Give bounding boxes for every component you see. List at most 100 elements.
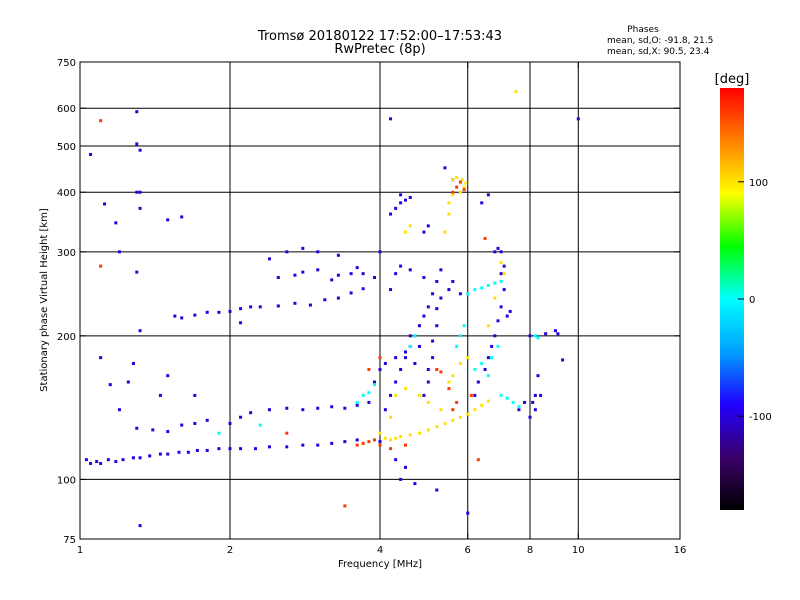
data-point <box>499 250 503 254</box>
data-point <box>394 356 398 360</box>
data-point <box>447 387 451 391</box>
data-point <box>464 181 468 185</box>
data-point <box>483 367 487 371</box>
data-point <box>193 313 197 317</box>
data-point <box>417 431 421 435</box>
data-point <box>439 296 443 300</box>
data-point <box>99 356 103 360</box>
data-point <box>158 393 162 397</box>
plot-frame <box>79 61 681 540</box>
data-point <box>301 246 305 250</box>
data-point <box>455 344 459 348</box>
data-point <box>447 201 451 205</box>
data-point <box>138 148 142 152</box>
x-tick-label: 1 <box>77 545 83 556</box>
data-point <box>531 400 535 404</box>
data-points <box>84 90 580 528</box>
data-point <box>336 253 340 257</box>
data-point <box>408 334 412 338</box>
y-tick-label: 75 <box>63 535 76 546</box>
data-point <box>473 367 477 371</box>
data-point <box>439 370 443 374</box>
data-point <box>394 436 398 440</box>
data-point <box>451 190 455 194</box>
colorbar-tick-label: -100 <box>749 412 772 423</box>
data-point <box>443 421 447 425</box>
data-point <box>493 250 497 254</box>
data-point <box>499 393 503 397</box>
data-point <box>355 403 359 407</box>
data-point <box>469 393 473 397</box>
data-point <box>443 166 447 170</box>
data-point <box>493 334 497 338</box>
data-point <box>466 292 470 296</box>
data-point <box>399 435 403 439</box>
data-point <box>249 411 253 415</box>
axis-ticks: 1 2 4 6 8 10 16 75 100 200 300 400 500 600 750 <box>57 58 686 556</box>
data-point <box>451 279 455 283</box>
data-point <box>447 212 451 216</box>
data-point <box>408 344 412 348</box>
data-point <box>528 334 532 338</box>
data-point <box>435 367 439 371</box>
phases-x-line: mean, sd,X: 90.5, 23.4 <box>607 47 710 57</box>
data-point <box>239 307 243 311</box>
data-point <box>361 272 365 276</box>
data-point <box>355 438 359 442</box>
data-point <box>451 193 455 197</box>
data-point <box>389 212 393 216</box>
data-point <box>533 408 537 412</box>
y-tick-label: 300 <box>57 248 76 259</box>
data-point <box>553 329 557 333</box>
data-point <box>316 406 320 410</box>
data-point <box>138 524 142 528</box>
data-point <box>193 421 197 425</box>
data-point <box>413 361 417 365</box>
data-point <box>138 329 142 333</box>
data-point <box>378 443 382 447</box>
data-point <box>533 393 537 397</box>
data-point <box>166 218 170 222</box>
data-point <box>389 438 393 442</box>
data-point <box>480 361 484 365</box>
data-point <box>480 403 484 407</box>
data-point <box>536 374 540 378</box>
data-point <box>267 257 271 261</box>
data-point <box>367 391 371 395</box>
data-point <box>367 440 371 444</box>
data-point <box>89 461 93 465</box>
data-point <box>455 400 459 404</box>
data-point <box>514 90 518 94</box>
data-point <box>422 314 426 318</box>
data-point <box>502 264 506 268</box>
data-point <box>493 281 497 285</box>
data-point <box>258 305 262 309</box>
data-point <box>426 380 430 384</box>
data-point <box>373 276 377 280</box>
data-point <box>408 195 412 199</box>
data-point <box>343 406 347 410</box>
data-point <box>249 305 253 309</box>
data-point <box>426 224 430 228</box>
data-point <box>253 447 257 451</box>
data-point <box>383 436 387 440</box>
data-point <box>486 374 490 378</box>
data-point <box>399 264 403 268</box>
data-point <box>496 319 500 323</box>
data-point <box>343 504 347 508</box>
data-point <box>511 400 515 404</box>
y-tick-label: 200 <box>57 332 76 343</box>
data-point <box>502 272 506 276</box>
data-point <box>451 408 455 412</box>
phases-title: Phases <box>627 25 659 35</box>
data-point <box>285 445 289 449</box>
data-point <box>426 367 430 371</box>
x-tick-label: 8 <box>527 545 533 556</box>
data-point <box>316 443 320 447</box>
data-point <box>403 443 407 447</box>
data-point <box>399 193 403 197</box>
x-tick-label: 10 <box>572 545 585 556</box>
data-point <box>166 452 170 456</box>
data-point <box>383 408 387 412</box>
data-point <box>473 408 477 412</box>
